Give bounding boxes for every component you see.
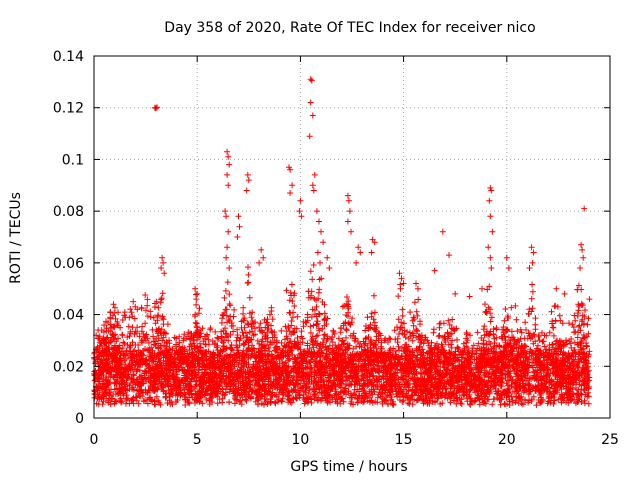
y-tick-label: 0.1 [62,152,84,168]
x-tick-label: 25 [601,432,619,448]
x-tick-label: 10 [291,432,309,448]
y-tick-label: 0.12 [53,101,84,117]
axis-ticks: 0 0.02 0.04 0.06 0.08 0.1 0.12 0.14 0 5 10 15 20 25 [53,49,619,448]
grid-lines [94,56,610,418]
y-tick-label: 0.08 [53,204,84,220]
y-tick-label: 0.06 [53,256,84,272]
y-axis-label: ROTI / TECUs [8,192,24,284]
x-tick-label: 20 [498,432,516,448]
y-tick-label: 0 [75,411,84,427]
data-points [91,76,593,409]
y-tick-label: 0.04 [53,308,84,324]
y-tick-label: 0.02 [53,359,84,375]
x-tick-label: 15 [395,432,413,448]
roti-data-markers [91,76,593,409]
x-axis-label: GPS time / hours [290,459,407,475]
y-tick-label: 0.14 [53,49,84,65]
x-tick-label: 0 [90,432,99,448]
x-tick-label: 5 [193,432,202,448]
plot-frame [93,55,611,419]
chart-title: Day 358 of 2020, Rate Of TEC Index for r… [164,20,535,36]
